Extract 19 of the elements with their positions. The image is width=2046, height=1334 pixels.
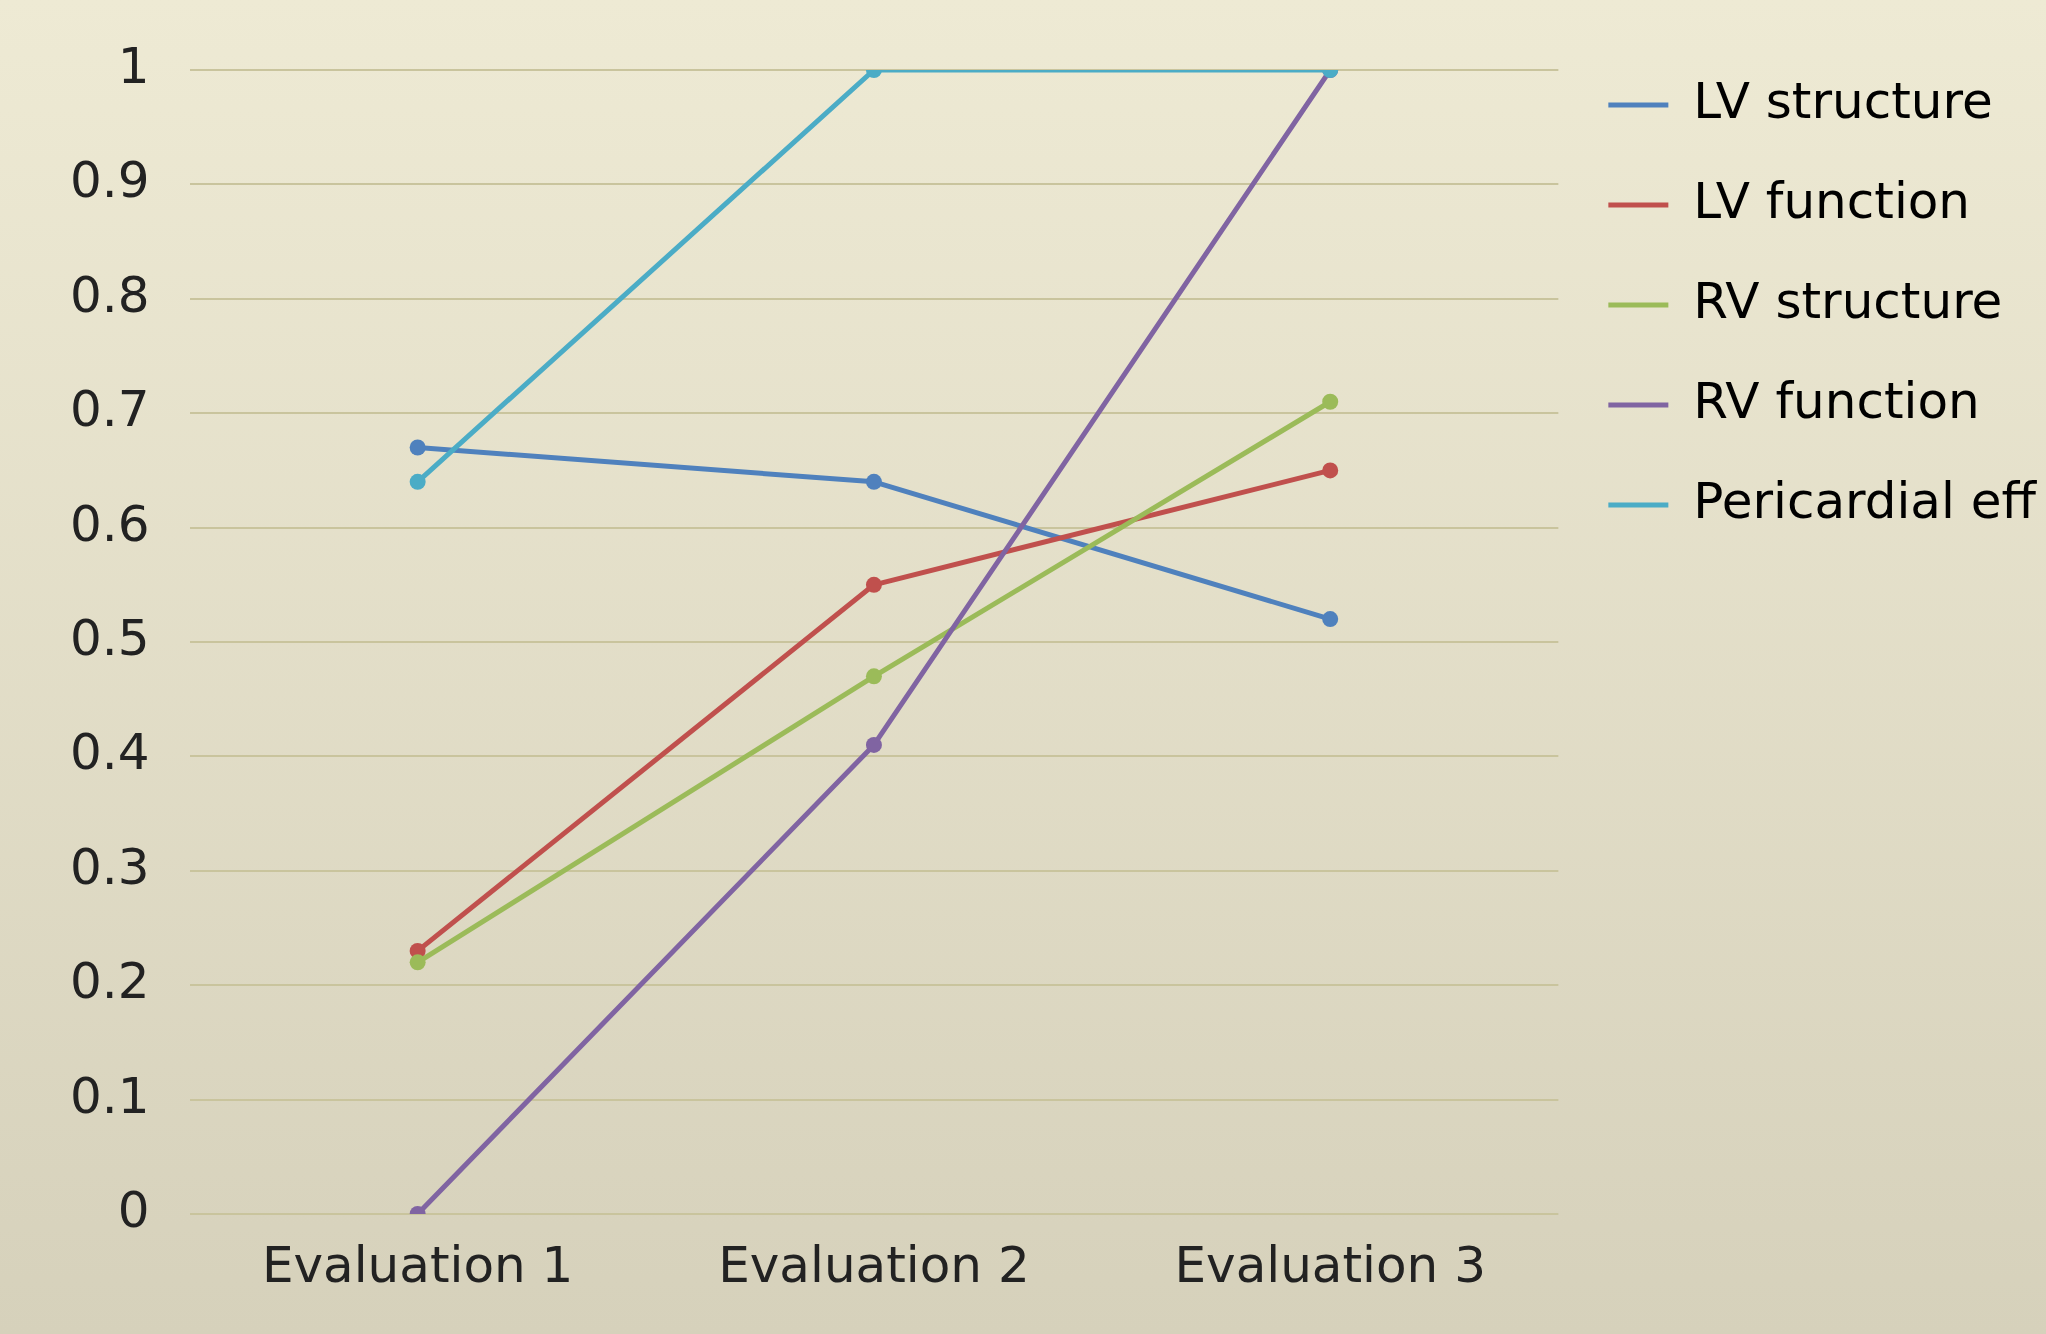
x-tick-label: Evaluation 2 <box>718 1235 1030 1294</box>
y-tick-label: 0.2 <box>69 952 150 1011</box>
legend-label: Pericardial eff <box>1693 471 2038 530</box>
y-tick-label: 0.6 <box>69 494 150 553</box>
y-tick-label: 0.1 <box>69 1066 150 1125</box>
y-tick-label: 0.8 <box>69 265 150 324</box>
legend-label: LV function <box>1693 171 1971 230</box>
y-tick-label: 0.4 <box>69 723 150 782</box>
x-tick-label: Evaluation 1 <box>261 1235 574 1294</box>
legend-label: RV function <box>1693 371 1980 430</box>
y-tick-label: 0 <box>117 1180 150 1239</box>
y-tick-label: 0.9 <box>69 151 150 210</box>
y-tick-label: 1 <box>117 36 150 95</box>
y-tick-label: 0.7 <box>69 380 150 439</box>
y-tick-label: 0.5 <box>69 608 150 667</box>
legend-label: LV structure <box>1693 71 1993 130</box>
y-tick-label: 0.3 <box>69 837 150 896</box>
x-tick-label: Evaluation 3 <box>1174 1235 1486 1294</box>
legend-label: RV structure <box>1693 271 2003 330</box>
